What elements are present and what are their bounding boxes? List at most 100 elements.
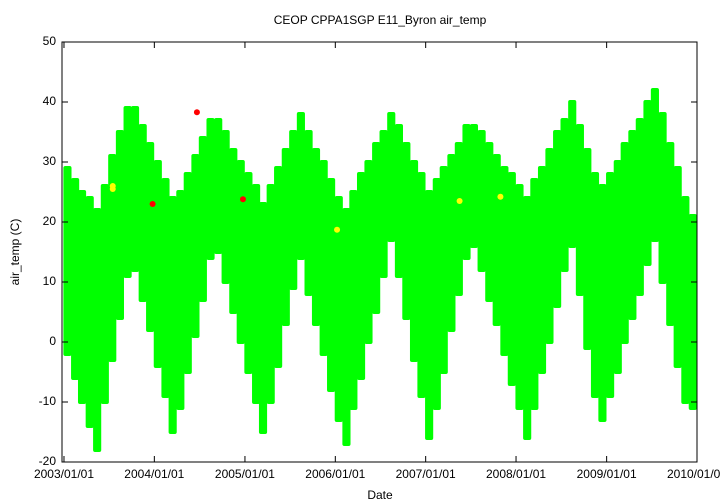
temperature-range [168, 196, 177, 434]
temperature-range [349, 190, 358, 410]
temperature-range [658, 112, 667, 284]
temperature-range [681, 196, 690, 404]
y-tick-label: 30 [43, 154, 57, 168]
temperature-range [138, 124, 147, 302]
temperature-range [417, 172, 426, 398]
temperature-range [236, 160, 245, 344]
plot-area [63, 88, 697, 452]
temperature-range [432, 178, 441, 410]
temperature-range [447, 154, 456, 332]
temperature-range [311, 148, 321, 326]
x-tick-label: 2003/01/01 [34, 467, 94, 481]
temperature-range [221, 130, 230, 284]
temperature-range [214, 118, 223, 254]
temperature-range [545, 148, 554, 344]
temperature-range [553, 130, 562, 308]
x-tick-label: 2008/01/01 [486, 467, 546, 481]
temperature-range [387, 112, 396, 242]
temperature-range [507, 172, 516, 386]
data-point [334, 226, 341, 233]
temperature-range [560, 118, 569, 272]
temperature-range [289, 130, 298, 290]
temperature-range [500, 166, 509, 356]
temperature-range [372, 142, 381, 314]
temperature-range [673, 166, 682, 368]
temperature-range [296, 112, 305, 260]
y-tick-label: 20 [43, 214, 57, 228]
temperature-range [523, 196, 532, 440]
data-point [109, 186, 116, 192]
y-tick-label: 40 [43, 94, 57, 108]
temperature-range [342, 208, 351, 446]
temperature-range [379, 130, 388, 278]
temperature-range [439, 166, 448, 374]
temperature-range [252, 184, 261, 404]
temperature-range [492, 154, 501, 326]
temperature-range [327, 178, 336, 392]
data-point [497, 193, 504, 200]
temperature-range [575, 124, 584, 296]
temperature-range [537, 166, 547, 374]
temperature-range [530, 178, 539, 410]
temperature-range [650, 88, 659, 242]
temperature-range [425, 190, 434, 440]
temperature-range [568, 100, 577, 248]
temperature-range [244, 172, 253, 374]
y-tick-label: -20 [39, 454, 57, 468]
temperature-range [153, 160, 162, 368]
x-axis-label: Date [367, 488, 393, 502]
temperature-range [123, 106, 132, 278]
temperature-range [198, 136, 207, 302]
temperature-range [146, 142, 155, 332]
x-tick-label: 2006/01/01 [305, 467, 365, 481]
temperature-range [108, 154, 117, 362]
temperature-range [402, 142, 411, 320]
temperature-range [115, 130, 124, 320]
temperature-range [71, 178, 80, 380]
temperature-range [628, 130, 637, 320]
temperature-range [590, 172, 600, 398]
x-tick-label: 2005/01/01 [215, 467, 275, 481]
temperature-range [274, 166, 283, 368]
x-tick-label: 2007/01/01 [396, 467, 456, 481]
temperature-range [100, 184, 109, 404]
temperature-range [635, 118, 644, 296]
temperature-range [281, 148, 290, 326]
temperature-range [485, 142, 494, 302]
y-tick-label: 10 [43, 274, 57, 288]
data-point [456, 198, 463, 204]
temperature-range [63, 166, 72, 356]
temperature-range [606, 172, 615, 398]
temperature-range [130, 106, 140, 272]
temperature-range [356, 172, 366, 380]
temperature-range [258, 202, 268, 434]
temperature-range [183, 172, 192, 374]
y-axis-label: air_temp (C) [8, 219, 22, 286]
chart-title: CEOP CPPA1SGP E11_Byron air_temp [274, 13, 487, 27]
temperature-range [469, 124, 479, 248]
temperature-range [266, 184, 275, 404]
y-tick-label: 50 [43, 34, 57, 48]
data-point [193, 109, 200, 116]
y-tick-label: -10 [39, 394, 57, 408]
temperature-range [229, 148, 238, 314]
plot-frame [61, 41, 698, 463]
temperature-range [688, 214, 697, 410]
temperature-range [620, 142, 629, 344]
temperature-range [161, 178, 170, 398]
temperature-range [394, 124, 404, 278]
temperature-range [191, 154, 200, 338]
temperature-range [583, 148, 592, 350]
x-tick-label: 2004/01/01 [124, 467, 184, 481]
temperature-range [206, 118, 215, 260]
temperature-range [598, 184, 607, 422]
temperature-range [319, 160, 328, 356]
temperature-range [77, 190, 87, 404]
x-tick-label: 2009/01/01 [577, 467, 637, 481]
temperature-range [643, 100, 652, 266]
temperature-range [409, 160, 419, 362]
temperature-range [477, 130, 486, 272]
x-tick-label: 2010/01/01 [667, 467, 720, 481]
